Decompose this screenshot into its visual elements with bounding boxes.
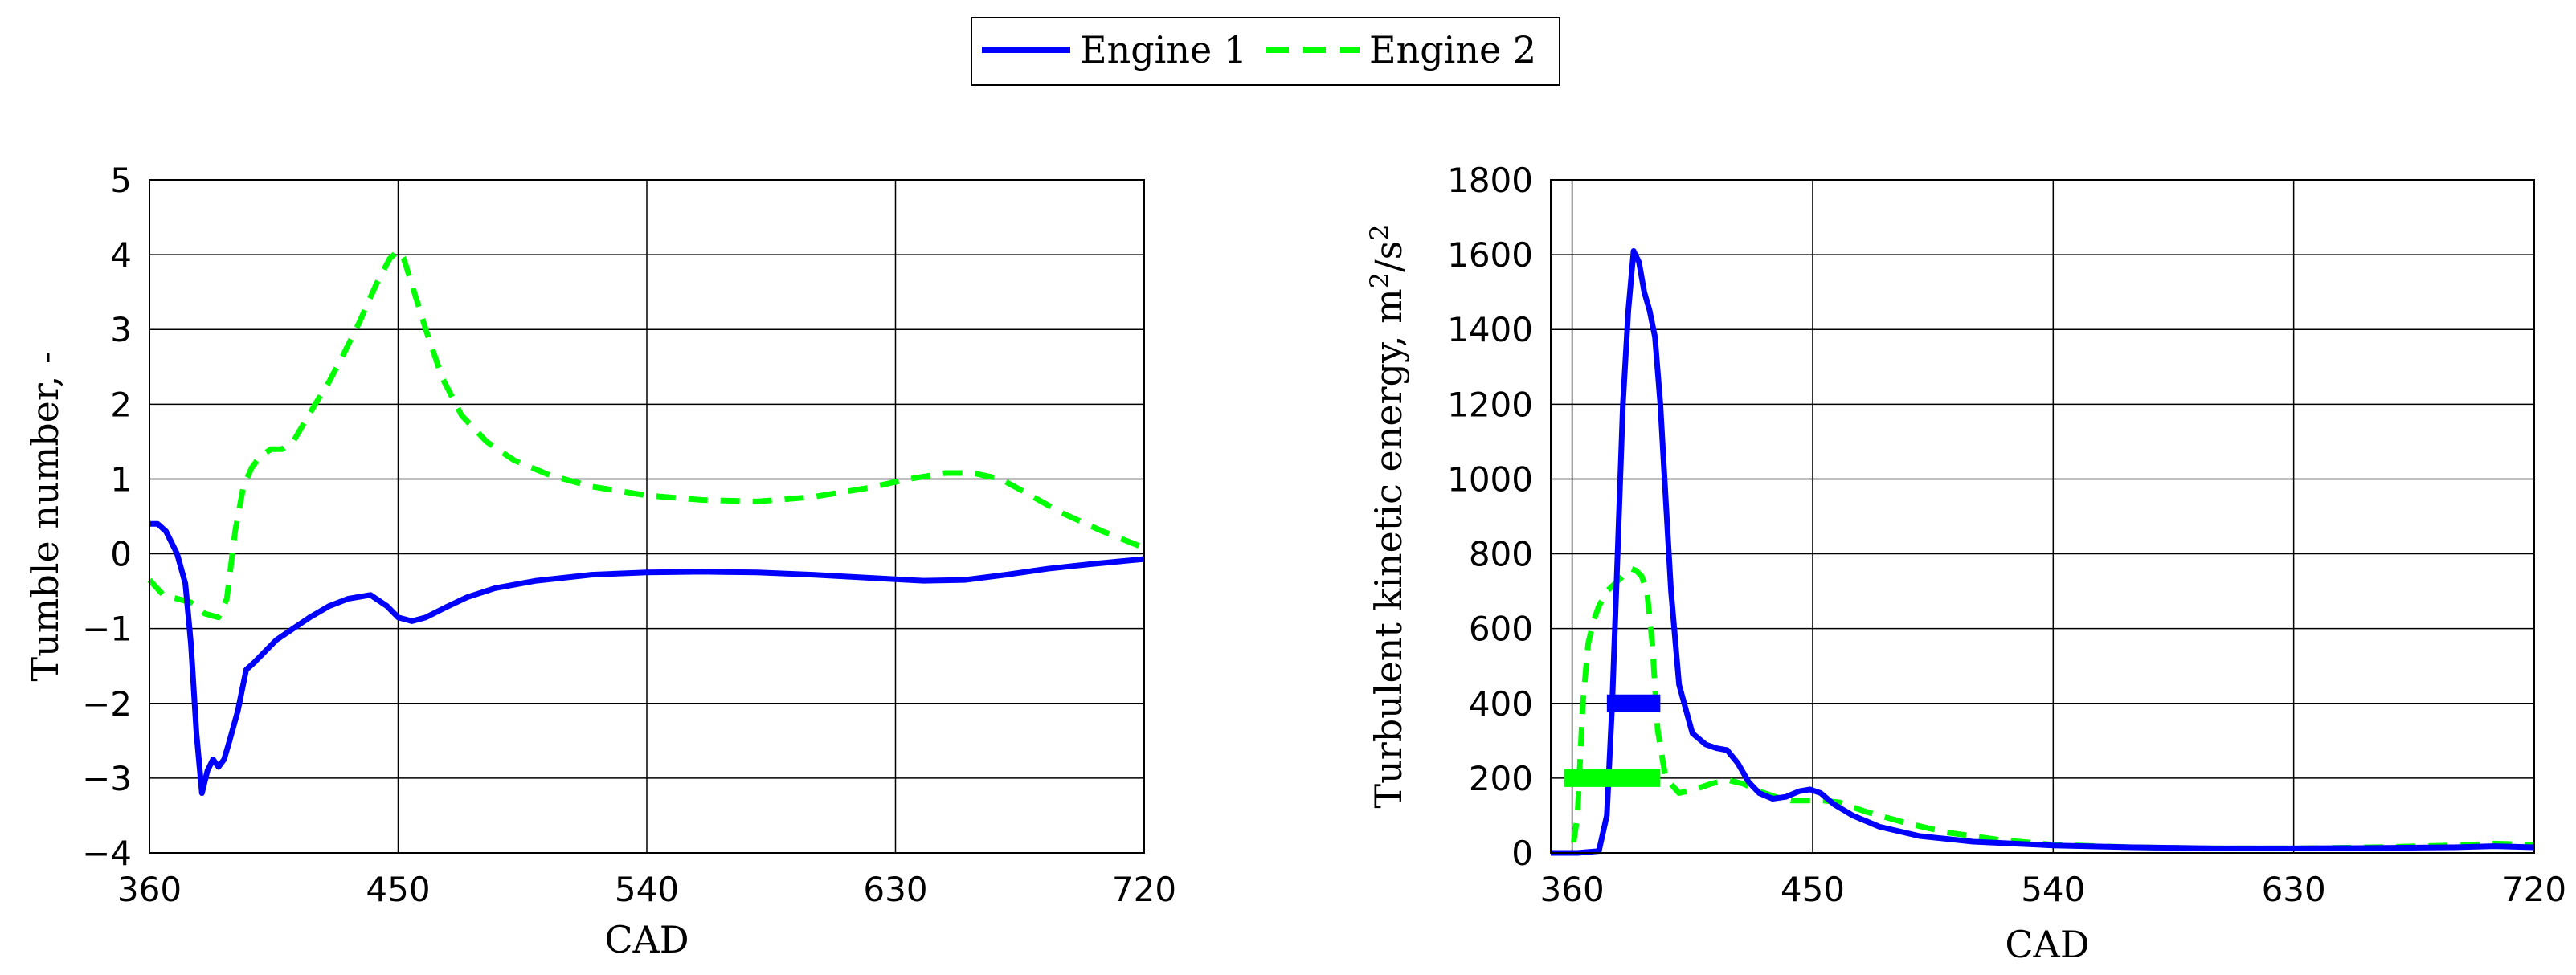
- y-tick-label: −4: [82, 834, 132, 873]
- y-tick-label: 800: [1469, 535, 1533, 574]
- y-tick-label: 4: [110, 235, 132, 275]
- y-tick-label: 1: [110, 459, 132, 499]
- y-tick-label: 3: [110, 310, 132, 349]
- y-tick-label: 200: [1469, 759, 1533, 798]
- y-axis-label: Tumble number, -: [23, 351, 67, 681]
- legend-label-engine-2: Engine 2: [1369, 28, 1536, 71]
- y-tick-label: 1000: [1447, 459, 1533, 499]
- tumble-number-chart: 360 450 540 630 720 −4 −3 −2 −1 0 1 2 3 4 5 CAD Tumble…: [23, 161, 1176, 961]
- series-line-engine-1: [149, 520, 1145, 796]
- y-tick-label: −1: [82, 610, 132, 649]
- tick-labels: 360 450 540 630 720 −4 −3 −2 −1 0 1 2 3 4 5: [82, 161, 1176, 909]
- y-tick-label: 600: [1469, 610, 1533, 649]
- y-tick-label: 400: [1469, 684, 1533, 724]
- x-axis-label: CAD: [2005, 923, 2089, 966]
- x-tick-label: 630: [863, 870, 927, 909]
- y-tick-label: −3: [82, 759, 132, 798]
- y-tick-label: 5: [110, 161, 132, 200]
- y-tick-label: −2: [82, 684, 132, 724]
- x-tick-label: 360: [117, 870, 182, 909]
- plot-frame: [149, 179, 1145, 854]
- legend-label-engine-1: Engine 1: [1080, 28, 1247, 71]
- x-tick-label: 540: [615, 870, 679, 909]
- x-tick-label: 360: [1540, 870, 1605, 909]
- x-tick-label: 720: [2502, 870, 2566, 909]
- y-tick-label: 1800: [1447, 161, 1533, 200]
- series-layer: [147, 248, 1146, 796]
- tick-labels: 360 450 540 630 720 0 200 400 600 800 1000 1200 1400…: [1447, 161, 2566, 909]
- y-tick-label: 1400: [1447, 310, 1533, 349]
- y-tick-label: 1600: [1447, 235, 1533, 275]
- x-tick-label: 630: [2262, 870, 2326, 909]
- x-axis-label: CAD: [604, 918, 689, 961]
- x-tick-label: 720: [1112, 870, 1176, 909]
- plot-area: [1551, 180, 2534, 853]
- y-tick-label: 2: [110, 385, 132, 424]
- x-tick-label: 540: [2021, 870, 2085, 909]
- y-tick-label: 1200: [1447, 385, 1533, 424]
- y-axis-label: Turbulent kinetic energy, m2/s2: [1364, 224, 1410, 808]
- y-tick-label: 0: [1511, 834, 1533, 873]
- plot-frame: [1550, 179, 2535, 854]
- series-line-engine-1: [1551, 248, 2535, 856]
- turbulent-kinetic-energy-chart: 360 450 540 630 720 0 200 400 600 800 1000 1200 1400…: [1364, 161, 2566, 966]
- x-tick-label: 450: [366, 870, 430, 909]
- series-layer: [1551, 248, 2535, 856]
- legend: Engine 1 Engine 2: [971, 17, 1560, 86]
- y-tick-label: 0: [110, 535, 132, 574]
- x-tick-label: 450: [1781, 870, 1845, 909]
- series-line-engine-2: [147, 248, 1146, 621]
